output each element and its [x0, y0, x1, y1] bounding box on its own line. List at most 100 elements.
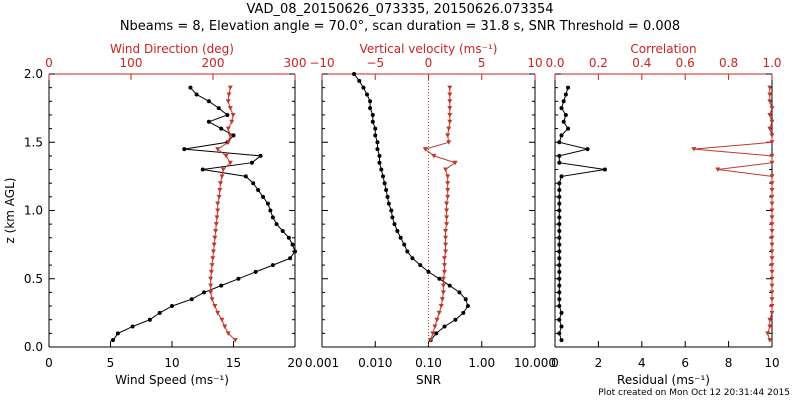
- data-point-wind-speed: [243, 174, 248, 179]
- data-point-wind-speed: [268, 208, 273, 213]
- data-point-wind-direction: [212, 235, 218, 241]
- data-point-residual: [557, 249, 562, 254]
- x-top-axis-title: Wind Direction (deg): [110, 42, 234, 56]
- x-bottom-axis-title: SNR: [416, 373, 441, 387]
- data-point-wind-direction: [230, 112, 236, 118]
- data-point-vertical-velocity: [446, 126, 452, 132]
- data-point-vertical-velocity: [443, 228, 449, 234]
- data-point-wind-speed: [225, 112, 230, 117]
- data-point-correlation: [769, 263, 775, 268]
- data-point-wind-speed: [258, 153, 263, 158]
- series-line-snr: [353, 73, 469, 341]
- data-point-wind-direction: [227, 160, 233, 166]
- y-tick-label: 0.0: [24, 340, 43, 354]
- data-point-snr: [357, 78, 362, 83]
- x-top-tick-label: 10: [527, 56, 542, 70]
- data-point-snr: [381, 174, 386, 179]
- data-point-vertical-velocity: [438, 304, 444, 309]
- data-point-wind-speed: [189, 297, 194, 302]
- data-point-correlation: [769, 297, 775, 302]
- data-point-correlation: [769, 290, 775, 295]
- data-point-wind-direction: [223, 153, 229, 159]
- plot-created-footer: Plot created on Mon Oct 12 20:31:44 2015: [598, 388, 790, 398]
- data-point-correlation: [769, 133, 775, 138]
- x-bottom-tick-label: 0: [45, 356, 53, 370]
- data-point-correlation: [769, 304, 775, 309]
- data-point-wind-direction: [222, 324, 228, 330]
- data-point-vertical-velocity: [445, 181, 451, 186]
- data-point-wind-direction: [208, 283, 214, 289]
- data-point-residual: [557, 208, 562, 213]
- data-point-wind-direction: [220, 167, 226, 173]
- data-point-residual: [557, 283, 562, 288]
- data-point-snr: [461, 310, 466, 315]
- data-point-residual: [557, 304, 562, 309]
- data-point-residual: [557, 256, 562, 261]
- y-tick-label: 1.5: [24, 135, 43, 149]
- x-top-axis-title: Vertical velocity (ms⁻¹): [360, 42, 498, 56]
- data-point-wind-direction: [227, 133, 233, 138]
- data-point-vertical-velocity: [445, 194, 451, 200]
- data-point-wind-direction: [210, 256, 216, 261]
- data-point-correlation: [769, 140, 775, 145]
- x-bottom-axis-title: Residual (ms⁻¹): [617, 373, 710, 387]
- data-point-wind-direction: [209, 297, 215, 302]
- data-point-wind-speed: [219, 283, 224, 288]
- series-line-wind-direction: [210, 87, 236, 341]
- data-point-snr: [447, 283, 452, 288]
- data-point-wind-speed: [265, 201, 270, 206]
- data-point-correlation: [769, 242, 775, 248]
- data-point-vertical-velocity: [422, 147, 428, 152]
- data-point-wind-speed: [170, 304, 174, 309]
- data-point-wind-direction: [213, 228, 219, 234]
- data-point-correlation: [769, 106, 775, 111]
- data-point-wind-direction: [226, 92, 232, 97]
- data-point-snr: [386, 201, 391, 206]
- data-point-residual: [557, 242, 562, 247]
- data-point-residual: [557, 235, 562, 240]
- data-point-wind-speed: [206, 119, 211, 124]
- x-top-tick-label: 0.8: [719, 56, 738, 70]
- data-point-snr: [442, 324, 447, 329]
- data-point-residual: [557, 290, 562, 295]
- x-top-tick-label: 100: [120, 56, 143, 70]
- data-point-wind-direction: [216, 194, 222, 200]
- x-bottom-tick-label: 10: [164, 356, 179, 370]
- data-point-wind-speed: [110, 338, 115, 343]
- data-point-residual: [559, 174, 564, 179]
- data-point-wind-speed: [274, 222, 279, 227]
- y-tick-label: 2.0: [24, 67, 43, 81]
- data-point-vertical-velocity: [447, 112, 453, 118]
- data-point-correlation: [715, 167, 721, 173]
- data-point-residual: [557, 228, 562, 233]
- data-point-vertical-velocity: [443, 167, 449, 173]
- data-point-snr: [405, 249, 410, 254]
- data-point-residual: [602, 167, 607, 172]
- data-point-vertical-velocity: [445, 174, 451, 179]
- data-point-correlation: [769, 256, 775, 261]
- x-bottom-tick-label: 0.10: [415, 356, 442, 370]
- data-point-snr: [375, 147, 380, 152]
- data-point-wind-speed: [288, 256, 293, 261]
- x-top-tick-label: 0: [45, 56, 53, 70]
- data-point-snr: [426, 269, 431, 274]
- data-point-vertical-velocity: [444, 208, 450, 213]
- data-point-residual: [557, 276, 562, 281]
- data-point-correlation: [769, 174, 775, 179]
- data-point-residual: [557, 153, 562, 158]
- data-point-vertical-velocity: [452, 160, 458, 166]
- data-point-wind-direction: [215, 201, 221, 207]
- data-point-residual: [559, 338, 564, 343]
- data-point-snr: [373, 133, 378, 138]
- data-point-vertical-velocity: [447, 92, 453, 97]
- data-point-snr: [389, 208, 394, 213]
- data-point-vertical-velocity: [428, 338, 434, 343]
- data-point-correlation: [769, 181, 775, 186]
- x-bottom-tick-label: 6: [681, 356, 689, 370]
- data-point-residual: [563, 112, 568, 117]
- data-point-correlation: [767, 112, 773, 118]
- data-point-wind-speed: [270, 215, 275, 220]
- data-point-snr: [384, 188, 389, 193]
- data-point-wind-direction: [227, 106, 233, 111]
- data-point-snr: [377, 153, 382, 158]
